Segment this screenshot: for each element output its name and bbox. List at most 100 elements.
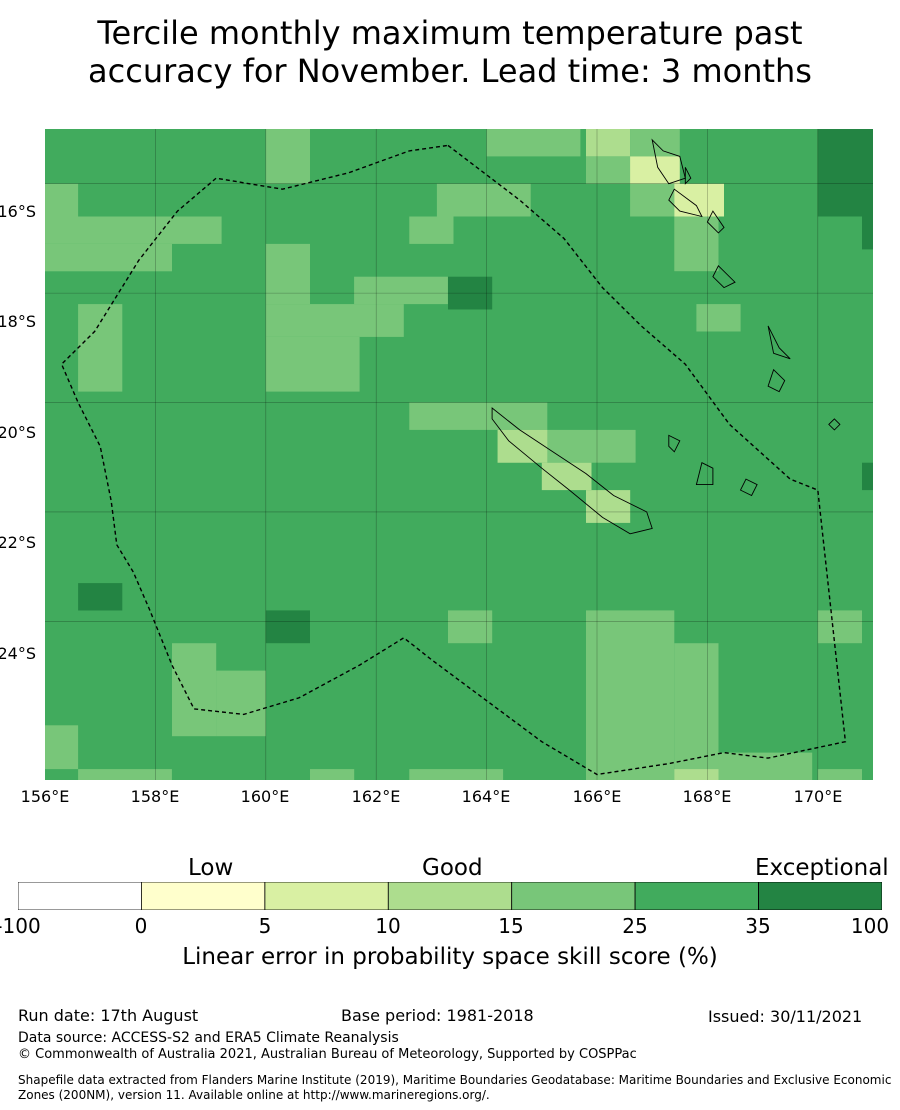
island-coastline: [767, 325, 791, 360]
colorbar-swatches: [17, 881, 883, 911]
skill-patch: [586, 129, 631, 157]
skill-patch: [265, 610, 310, 644]
colorbar-word-good: Good: [422, 855, 483, 881]
skill-patch: [862, 462, 873, 491]
lon-tick: 170°E: [793, 787, 843, 806]
map-canvas[interactable]: [45, 129, 873, 780]
island-coastline: [668, 188, 703, 218]
skill-patches: [45, 129, 873, 780]
colorbar-label: Linear error in probability space skill …: [182, 944, 718, 970]
skill-patch: [409, 769, 504, 780]
skill-patch: [45, 216, 222, 244]
colorbar-swatch: [264, 881, 389, 911]
skill-patch: [216, 670, 266, 737]
shapefile-credit-2: Zones (200NM), version 11. Available onl…: [18, 1088, 490, 1102]
skill-patch: [817, 769, 862, 780]
skill-patch: [78, 583, 123, 611]
skill-patch: [172, 643, 217, 737]
skill-patch: [541, 462, 592, 491]
island-coastline: [706, 210, 725, 234]
run-date: Run date: 17th August: [18, 1006, 199, 1025]
skill-patch: [78, 304, 123, 392]
colorbar-tick: 15: [498, 914, 524, 938]
skill-patch: [265, 243, 310, 305]
lon-tick: 168°E: [682, 787, 732, 806]
title-line-1: Tercile monthly maximum temperature past: [97, 14, 803, 52]
skill-patch: [486, 129, 581, 157]
map-panel[interactable]: [45, 129, 873, 780]
island-coastline: [739, 478, 758, 497]
colorbar-tick: 100: [850, 914, 890, 938]
coastlines: [491, 138, 841, 535]
skill-patch: [409, 402, 548, 430]
skill-patch: [45, 725, 79, 770]
lon-tick: 156°E: [20, 787, 70, 806]
skill-patch: [630, 156, 680, 184]
data-source: Data source: ACCESS-S2 and ERA5 Climate …: [18, 1030, 399, 1046]
skill-patch: [630, 183, 675, 217]
skill-patch: [586, 156, 631, 184]
lon-tick: 162°E: [351, 787, 401, 806]
lon-tick: 158°E: [130, 787, 180, 806]
island-coastline: [695, 462, 714, 486]
island-coastline: [491, 407, 653, 535]
colorbar-tick: 10: [375, 914, 401, 938]
colorbar-tick: -100: [0, 914, 41, 938]
base-period: Base period: 1981-2018: [341, 1006, 534, 1025]
island-coastline: [668, 434, 681, 453]
copyright: © Commonwealth of Australia 2021, Austra…: [18, 1047, 637, 1062]
island-coastline: [712, 265, 736, 289]
lat-tick: 22°S: [0, 533, 36, 552]
lat-tick: 20°S: [0, 423, 36, 442]
skill-patch: [265, 304, 404, 337]
skill-patch: [45, 243, 172, 272]
lon-tick: 160°E: [240, 787, 290, 806]
colorbar-swatch: [387, 881, 513, 911]
colorbar-word-exceptional: Exceptional: [755, 855, 889, 881]
skill-patch: [586, 490, 631, 523]
skill-patch: [265, 336, 360, 392]
skill-patch: [409, 216, 454, 244]
colorbar-swatch: [511, 881, 636, 911]
skill-patch: [265, 129, 310, 184]
skill-patch: [718, 752, 813, 780]
skill-patch: [436, 183, 531, 217]
graticule: [45, 129, 873, 780]
colorbar-tick: 0: [134, 914, 148, 938]
colorbar-swatch: [141, 881, 266, 911]
title-line-2: accuracy for November. Lead time: 3 mont…: [88, 52, 812, 90]
skill-patch: [674, 769, 719, 780]
map-title: Tercile monthly maximum temperature past…: [0, 14, 900, 90]
colorbar-tick: 35: [745, 914, 771, 938]
colorbar: [17, 881, 883, 911]
skill-patch: [78, 769, 172, 780]
skill-patch: [310, 769, 355, 780]
colorbar-swatch: [758, 881, 883, 911]
skill-patch: [862, 189, 873, 250]
colorbar-tick: 25: [622, 914, 648, 938]
skill-patch: [448, 276, 493, 310]
skill-patch: [45, 183, 79, 217]
skill-patch: [497, 429, 548, 463]
lat-tick: 24°S: [0, 644, 36, 663]
colorbar-word-low: Low: [188, 855, 234, 881]
colorbar-tick: 5: [258, 914, 272, 938]
lon-tick: 166°E: [572, 787, 622, 806]
skill-patch: [674, 643, 719, 780]
shapefile-credit-1: Shapefile data extracted from Flanders M…: [18, 1073, 892, 1087]
skill-patch: [354, 276, 448, 305]
skill-patch: [817, 610, 862, 644]
issued-date: Issued: 30/11/2021: [708, 1007, 863, 1026]
lon-tick: 164°E: [461, 787, 511, 806]
island-coastline: [767, 368, 786, 393]
lat-tick: 16°S: [0, 202, 36, 221]
colorbar-swatch: [634, 881, 759, 911]
eez-boundary: [60, 144, 847, 776]
skill-patch: [696, 304, 741, 332]
island-coastline: [684, 167, 692, 185]
island-coastline: [828, 418, 841, 431]
skill-patch: [448, 610, 493, 644]
skill-patch: [674, 216, 719, 272]
colorbar-swatch: [17, 881, 142, 911]
lat-tick: 18°S: [0, 312, 36, 331]
